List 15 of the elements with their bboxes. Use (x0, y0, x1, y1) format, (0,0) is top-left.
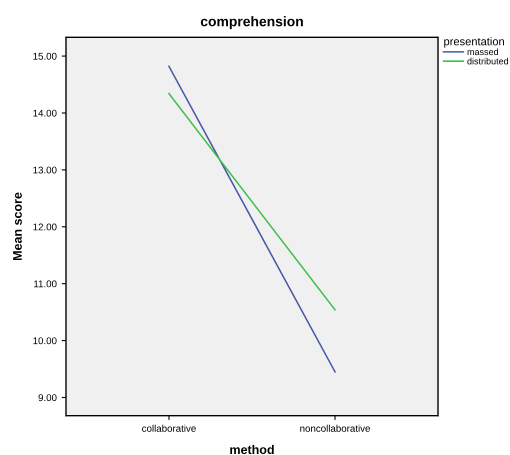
y-axis-title: Mean score (13, 192, 22, 260)
y-tick-label: 14.00 (33, 110, 57, 117)
legend-label: distributed (467, 58, 508, 64)
x-axis-title: method (230, 444, 274, 454)
x-tick-label: collaborative (142, 424, 196, 432)
y-tick-label: 13.00 (33, 166, 57, 174)
y-tick-label: 12.00 (33, 224, 57, 230)
y-tick-label: 10.00 (33, 337, 57, 344)
legend-title: presentation (444, 37, 504, 48)
chart-title: comprehension (200, 16, 303, 30)
x-tick-label: noncollaborative (300, 424, 370, 432)
legend-label: massed (468, 48, 498, 56)
y-tick-label: 11.00 (34, 280, 57, 288)
y-tick-label: 9.00 (38, 394, 57, 402)
y-tick-label: 15.00 (33, 52, 57, 60)
